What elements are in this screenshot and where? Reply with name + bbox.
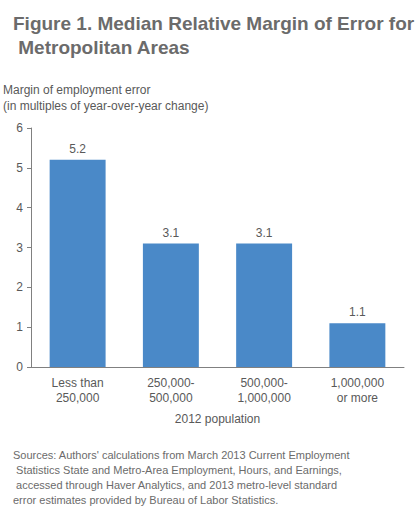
svg-text:250,000-: 250,000-	[147, 376, 194, 390]
svg-text:3.1: 3.1	[256, 226, 273, 240]
svg-text:4: 4	[16, 201, 23, 215]
svg-text:Margin of employment error: Margin of employment error	[3, 83, 150, 97]
svg-text:1: 1	[16, 320, 23, 334]
svg-text:6: 6	[16, 121, 23, 135]
svg-text:500,000-: 500,000-	[240, 376, 287, 390]
svg-text:250,000: 250,000	[56, 391, 100, 405]
svg-text:Metropolitan Areas: Metropolitan Areas	[13, 37, 190, 58]
svg-text:(in multiples of year-over-yea: (in multiples of year-over-year change)	[3, 99, 208, 113]
svg-text:1.1: 1.1	[349, 305, 366, 319]
svg-text:5: 5	[16, 161, 23, 175]
svg-text:1,000,000: 1,000,000	[331, 376, 385, 390]
svg-text:Figure 1. Median Relative Marg: Figure 1. Median Relative Margin of Erro…	[13, 13, 415, 34]
svg-text:3.1: 3.1	[163, 226, 180, 240]
svg-text:Sources: Authors' calculations: Sources: Authors' calculations from Marc…	[13, 449, 350, 461]
svg-text:2: 2	[16, 280, 23, 294]
svg-text:1,000,000: 1,000,000	[237, 391, 291, 405]
svg-text:accessed through Haver Analyti: accessed through Haver Analytics, and 20…	[13, 479, 340, 491]
svg-text:2012 population: 2012 population	[175, 412, 260, 426]
svg-text:5.2: 5.2	[69, 142, 86, 156]
svg-text:Less than: Less than	[52, 376, 104, 390]
svg-text:500,000: 500,000	[149, 391, 193, 405]
svg-text:3: 3	[16, 241, 23, 255]
svg-text:0: 0	[16, 360, 23, 374]
svg-text:error estimates provided by Bu: error estimates provided by Bureau of La…	[13, 494, 278, 506]
svg-text:or more: or more	[337, 391, 379, 405]
svg-text:Statistics State and Metro-Are: Statistics State and Metro-Area Employme…	[13, 464, 342, 476]
